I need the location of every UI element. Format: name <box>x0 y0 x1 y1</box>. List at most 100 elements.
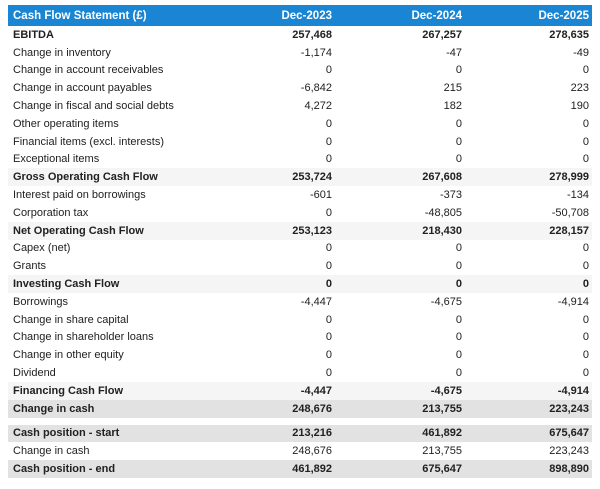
cell-value: 461,892 <box>422 427 462 440</box>
cell-value: 0 <box>582 242 589 255</box>
cash-flow-table: Cash Flow Statement (£) Dec-2023 Dec-202… <box>8 5 592 478</box>
table-row: Change in inventory -1,174 -47 -49 <box>8 44 592 62</box>
cell-value: 182 <box>443 100 462 113</box>
cell-value: -134 <box>566 189 589 202</box>
cell-value: -47 <box>446 46 462 59</box>
table-row: Financial items (excl. interests) 0 0 0 <box>8 133 592 151</box>
cell-value: 0 <box>582 117 589 130</box>
cell-value: 215 <box>443 82 462 95</box>
cell-value: -49 <box>573 46 589 59</box>
cell-value: 0 <box>582 313 589 326</box>
cell-value: 0 <box>582 367 589 380</box>
cell-value: -4,914 <box>557 295 589 308</box>
row-label: Corporation tax <box>13 206 89 219</box>
cell-value: 0 <box>455 349 462 362</box>
cell-value: 0 <box>582 260 589 273</box>
cell-value: 253,123 <box>292 224 332 237</box>
section-spacer <box>8 417 592 425</box>
row-label: Financial items (excl. interests) <box>13 135 164 148</box>
table-row: Change in account receivables 0 0 0 <box>8 62 592 80</box>
row-label: Change in shareholder loans <box>13 331 154 344</box>
cell-value: 248,676 <box>292 402 332 415</box>
cell-value: 0 <box>325 117 332 130</box>
cell-value: 0 <box>325 153 332 166</box>
cell-value: 0 <box>325 331 332 344</box>
cell-value: 213,755 <box>422 402 462 415</box>
cell-value: 213,216 <box>292 427 332 440</box>
cell-value: 0 <box>455 135 462 148</box>
cell-value: -373 <box>439 189 462 202</box>
row-label: Grants <box>13 260 47 273</box>
cell-value: 267,257 <box>422 28 462 41</box>
cell-value: 223,243 <box>549 445 589 458</box>
header-row: Cash Flow Statement (£) Dec-2023 Dec-202… <box>8 5 592 26</box>
table-row: Change in share capital 0 0 0 <box>8 311 592 329</box>
table-header: Cash Flow Statement (£) Dec-2023 Dec-202… <box>8 5 592 26</box>
cell-value: 0 <box>455 260 462 273</box>
cell-value: 0 <box>325 206 332 219</box>
row-label: Gross Operating Cash Flow <box>13 171 158 184</box>
cell-value: 257,468 <box>292 28 332 41</box>
cell-value: 223,243 <box>549 402 589 415</box>
table-row: Change in fiscal and social debts 4,272 18… <box>8 97 592 115</box>
table-row: Investing Cash Flow 0 0 0 <box>8 275 592 293</box>
cell-value: 675,647 <box>549 427 589 440</box>
cell-value: 0 <box>325 349 332 362</box>
row-label: Change in account receivables <box>13 64 164 77</box>
cash-flow-statement-panel: Cash Flow Statement (£) Dec-2023 Dec-202… <box>8 5 592 478</box>
cell-value: -4,914 <box>557 384 589 397</box>
row-label: Borrowings <box>13 295 69 308</box>
table-row: Change in account payables -6,842 215 223 <box>8 79 592 97</box>
cell-value: 0 <box>325 135 332 148</box>
column-header-dec-2024: Dec-2024 <box>335 5 465 26</box>
cell-value: 253,724 <box>292 171 332 184</box>
table-row: Gross Operating Cash Flow 253,724 267,608 2… <box>8 168 592 187</box>
table-row: Other operating items 0 0 0 <box>8 115 592 133</box>
cell-value: 0 <box>455 367 462 380</box>
cell-value: 0 <box>582 349 589 362</box>
row-label: Change in inventory <box>13 46 111 59</box>
cell-value: 0 <box>455 64 462 77</box>
cell-value: -6,842 <box>300 82 332 95</box>
cell-value: 0 <box>325 64 332 77</box>
row-label: Other operating items <box>13 117 119 130</box>
row-label: Change in fiscal and social debts <box>13 100 174 113</box>
row-label: Cash position - end <box>13 463 116 476</box>
cell-value: 461,892 <box>292 463 332 476</box>
row-label: Dividend <box>13 367 56 380</box>
cell-value: -50,708 <box>551 206 589 219</box>
table-row: Corporation tax 0 -48,805 -50,708 <box>8 204 592 222</box>
table-row: Net Operating Cash Flow 253,123 218,430 228… <box>8 221 592 240</box>
cell-value: 0 <box>325 367 332 380</box>
row-label: Change in cash <box>13 445 90 458</box>
cell-value: 0 <box>455 117 462 130</box>
cell-value: 0 <box>582 278 589 291</box>
row-label: Interest paid on borrowings <box>13 189 146 202</box>
row-label: Net Operating Cash Flow <box>13 224 144 237</box>
cell-value: 278,999 <box>549 171 589 184</box>
cell-value: -48,805 <box>424 206 462 219</box>
cell-value: 228,157 <box>549 224 589 237</box>
cell-value: 267,608 <box>422 171 462 184</box>
cell-value: 0 <box>582 135 589 148</box>
table-row: Cash position - start 213,216 461,892 675,6… <box>8 424 592 443</box>
row-label: Change in other equity <box>13 349 124 362</box>
cell-value: 0 <box>582 331 589 344</box>
cell-value: -1,174 <box>300 46 332 59</box>
cell-value: 0 <box>455 331 462 344</box>
cell-value: 0 <box>325 313 332 326</box>
row-label: Change in share capital <box>13 313 129 326</box>
cell-value: 223 <box>570 82 589 95</box>
row-label: Cash position - start <box>13 427 120 440</box>
row-label: Change in account payables <box>13 82 152 95</box>
cell-value: 4,272 <box>304 100 332 113</box>
table-row: Cash position - end 461,892 675,647 898,890 <box>8 460 592 478</box>
cell-value: 0 <box>325 278 332 291</box>
cell-value: 0 <box>455 313 462 326</box>
cell-value: 278,635 <box>549 28 589 41</box>
cell-value: -4,447 <box>300 295 332 308</box>
table-title: Cash Flow Statement (£) <box>8 5 202 26</box>
cell-value: -4,675 <box>430 295 462 308</box>
cell-value: -4,675 <box>430 384 462 397</box>
cell-value: 190 <box>570 100 589 113</box>
